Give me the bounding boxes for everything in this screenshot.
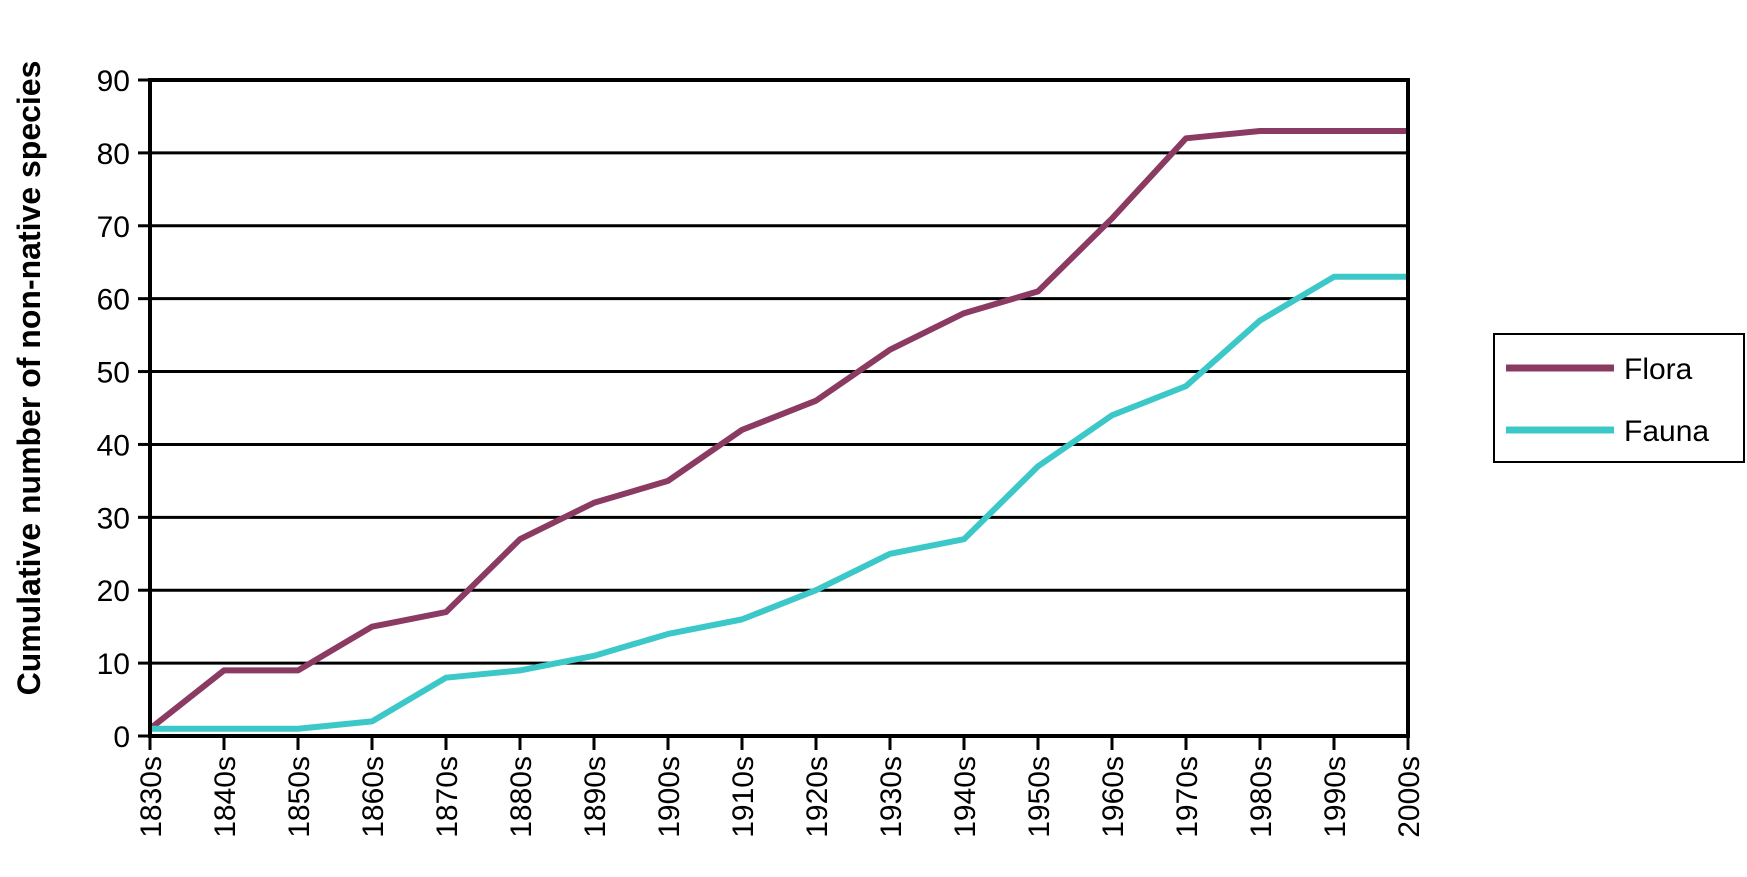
- y-tick-label-30: 30: [97, 502, 130, 535]
- series-line-fauna: [150, 273, 1408, 732]
- point-fauna-1980s: [1258, 318, 1262, 323]
- plot-frame: [148, 78, 1410, 738]
- x-tick-label-1850s: 1850s: [283, 756, 316, 838]
- point-flora-1900s: [666, 478, 670, 483]
- y-axis-title: Cumulative number of non-native species: [11, 61, 47, 696]
- x-tick-label-1930s: 1930s: [875, 756, 908, 838]
- point-flora-1920s: [814, 398, 818, 403]
- x-axis-ticks: 1830s 1840s 1850s 1860s 1870s 1880s 1890s 1900s…: [135, 736, 1426, 838]
- x-tick-label-1870s: 1870s: [431, 756, 464, 838]
- x-tick-label-1980s: 1980s: [1245, 756, 1278, 838]
- point-flora-1960s: [1110, 216, 1114, 221]
- x-tick-label-1920s: 1920s: [801, 756, 834, 838]
- point-fauna-1960s: [1110, 413, 1114, 418]
- point-fauna-1850s: [296, 726, 300, 731]
- point-flora-1840s: [222, 668, 226, 673]
- point-fauna-1910s: [740, 617, 744, 622]
- x-tick-label-1830s: 1830s: [135, 756, 168, 838]
- point-fauna-1930s: [888, 551, 892, 556]
- x-tick-label-1950s: 1950s: [1023, 756, 1056, 838]
- legend: Flora Fauna: [1493, 333, 1745, 463]
- point-flora-1930s: [888, 347, 892, 352]
- point-fauna-1860s: [370, 719, 374, 724]
- y-tick-label-20: 20: [97, 575, 130, 608]
- series-lines: [148, 128, 1410, 732]
- point-flora-1850s: [296, 668, 300, 673]
- point-flora-1940s: [962, 311, 966, 316]
- y-tick-label-10: 10: [97, 648, 130, 681]
- point-flora-1910s: [740, 427, 744, 432]
- x-tick-label-1960s: 1960s: [1097, 756, 1130, 838]
- point-fauna-1940s: [962, 537, 966, 542]
- legend-label-flora: Flora: [1624, 353, 1693, 386]
- y-tick-label-80: 80: [97, 138, 130, 171]
- x-tick-label-1900s: 1900s: [653, 756, 686, 838]
- x-tick-label-1880s: 1880s: [505, 756, 538, 838]
- x-tick-label-1970s: 1970s: [1171, 756, 1204, 838]
- x-tick-label-1840s: 1840s: [209, 756, 242, 838]
- point-fauna-1950s: [1036, 464, 1040, 469]
- point-flora-1950s: [1036, 289, 1040, 294]
- point-fauna-1970s: [1184, 384, 1188, 389]
- point-flora-1980s: [1258, 129, 1262, 134]
- legend-label-fauna: Fauna: [1624, 415, 1709, 448]
- y-tick-label-50: 50: [97, 357, 130, 390]
- y-tick-label-60: 60: [97, 284, 130, 317]
- x-tick-label-1860s: 1860s: [357, 756, 390, 838]
- x-tick-label-1990s: 1990s: [1319, 756, 1352, 838]
- point-flora-1970s: [1184, 136, 1188, 141]
- point-fauna-1920s: [814, 588, 818, 593]
- point-flora-1870s: [444, 610, 448, 615]
- x-tick-label-1890s: 1890s: [579, 756, 612, 838]
- y-tick-label-70: 70: [97, 211, 130, 244]
- x-tick-label-1940s: 1940s: [949, 756, 982, 838]
- point-flora-1880s: [518, 537, 522, 542]
- gridlines: [150, 151, 1408, 665]
- point-flora-1990s: [1332, 129, 1336, 134]
- point-flora-1890s: [592, 500, 596, 505]
- y-tick-label-90: 90: [97, 65, 130, 98]
- point-fauna-1990s: [1332, 274, 1336, 279]
- point-fauna-1840s: [222, 726, 226, 731]
- y-tick-label-0: 0: [113, 721, 130, 754]
- x-tick-label-2000s: 2000s: [1393, 756, 1426, 838]
- point-fauna-1880s: [518, 668, 522, 673]
- point-fauna-1890s: [592, 653, 596, 658]
- point-fauna-1870s: [444, 675, 448, 680]
- legend-box: [1493, 333, 1745, 463]
- x-tick-label-1910s: 1910s: [727, 756, 760, 838]
- y-tick-label-40: 40: [97, 429, 130, 462]
- point-fauna-1900s: [666, 631, 670, 636]
- y-axis-ticks: 0 10 20 30 40 50 60 70 80 90: [97, 65, 150, 754]
- series-line-flora: [148, 128, 1408, 732]
- point-flora-1860s: [370, 624, 374, 629]
